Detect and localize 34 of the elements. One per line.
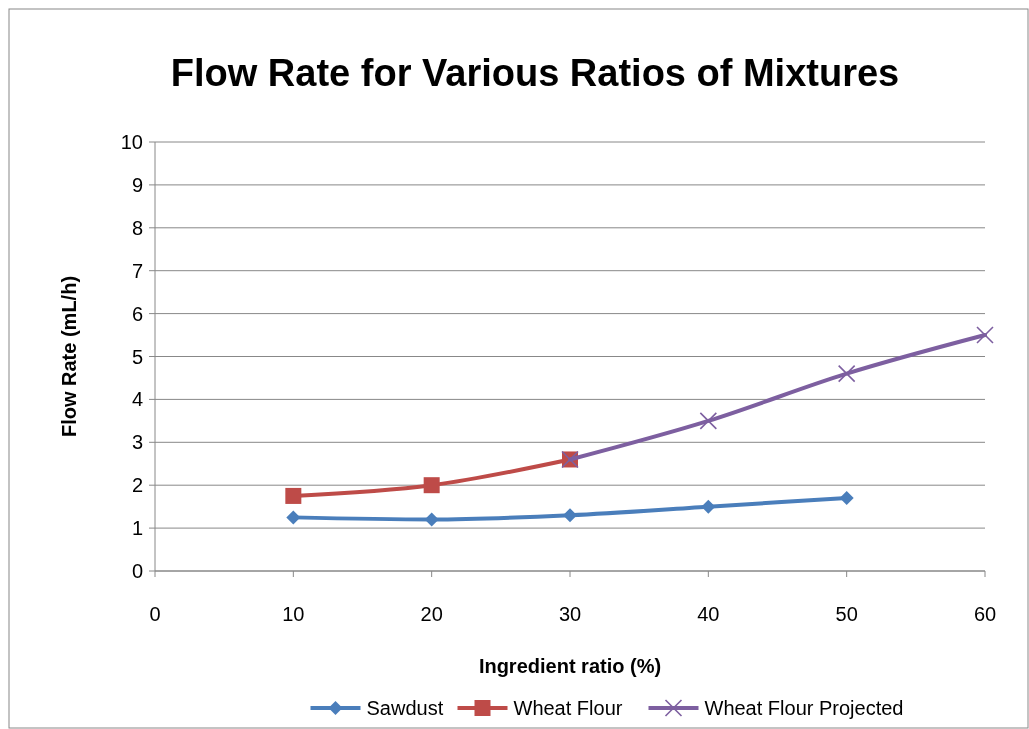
point	[423, 477, 440, 494]
y-tick-label: 6	[131, 302, 143, 325]
x-tick-label: 20	[420, 603, 443, 625]
x-tick-label: 10	[282, 603, 305, 625]
y-tick-label: 9	[131, 173, 143, 196]
y-tick-label: 8	[131, 216, 143, 239]
y-tick-label: 5	[131, 345, 143, 368]
point	[563, 508, 577, 523]
point	[285, 487, 302, 504]
point	[837, 364, 856, 383]
x-tick-label: 40	[697, 603, 720, 625]
y-tick-label: 7	[131, 259, 143, 282]
point	[699, 412, 718, 430]
y-tick-label: 4	[131, 388, 143, 411]
x-tick-label: 50	[835, 603, 858, 625]
point	[424, 512, 439, 527]
y-tick-label: 0	[131, 560, 143, 582]
legend-label: Sawdust	[366, 697, 444, 719]
point	[976, 326, 994, 344]
chart-title: Flow Rate for Various Ratios of Mixtures	[170, 52, 900, 94]
x-tick-label: 30	[558, 603, 582, 625]
y-tick-label: 10	[120, 131, 143, 153]
y-axis-title: Flow Rate (mL/h)	[58, 275, 80, 438]
y-tick-label: 3	[131, 431, 143, 454]
legend-label: Wheat Flour	[513, 697, 623, 719]
legend-label: Wheat Flour Projected	[704, 697, 904, 719]
y-tick-label: 2	[131, 474, 143, 497]
x-tick-label: 60	[973, 603, 997, 625]
x-axis-title: Ingredient ratio (%)	[478, 655, 662, 677]
x-tick-label: 0	[149, 603, 161, 625]
point	[286, 510, 301, 525]
point	[839, 491, 854, 506]
y-tick-label: 1	[131, 517, 143, 540]
point	[701, 499, 716, 514]
